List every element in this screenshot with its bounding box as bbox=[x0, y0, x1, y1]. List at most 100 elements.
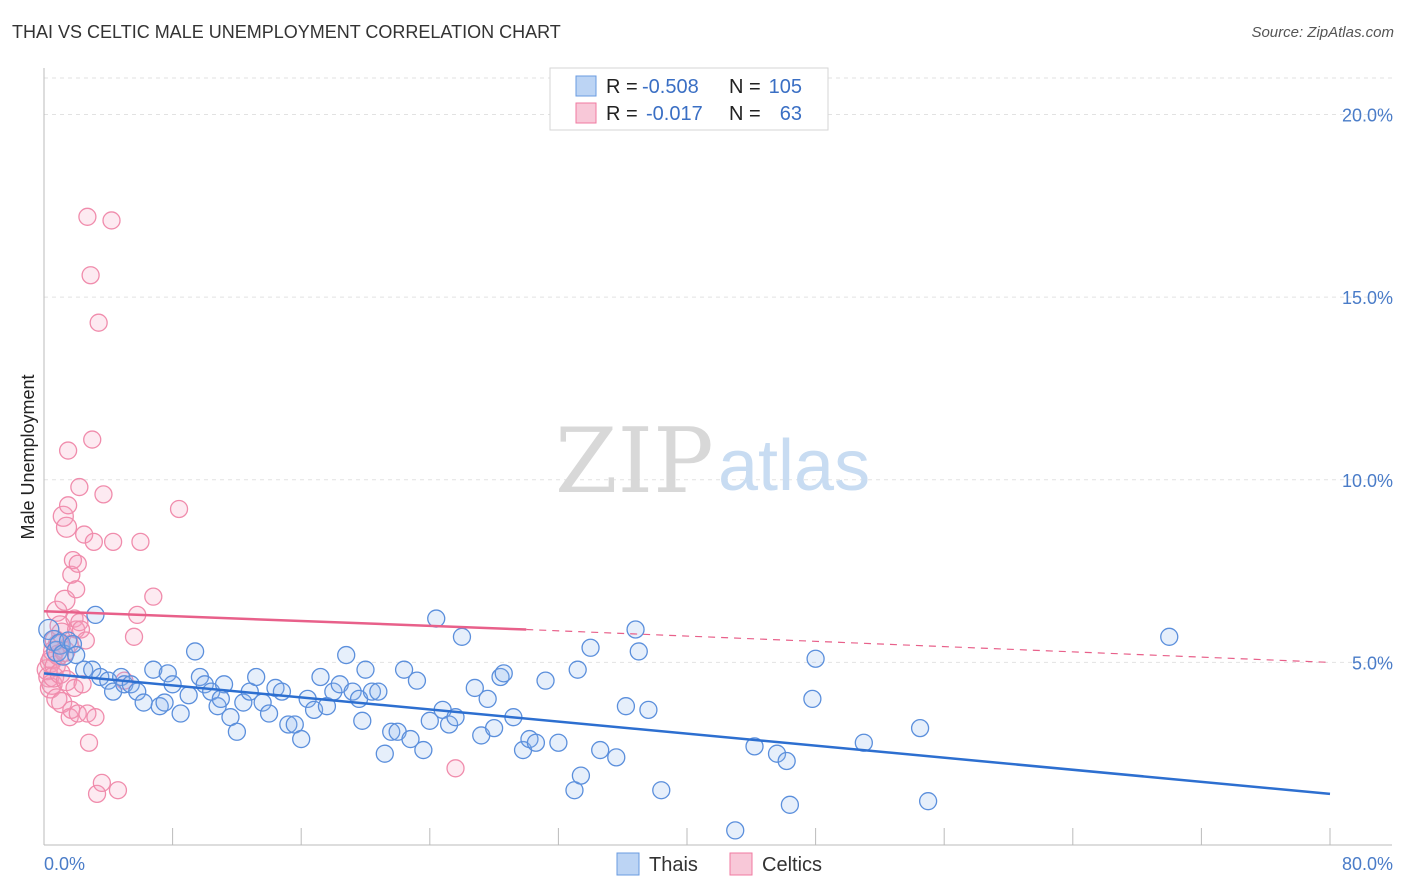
thais-point bbox=[465, 678, 484, 698]
thais-point bbox=[86, 605, 105, 625]
celtics-point bbox=[86, 708, 105, 727]
y-tick-label-5: 5.0% bbox=[1352, 653, 1393, 673]
thais-point bbox=[171, 704, 190, 723]
x-tick-label-min: 0.0% bbox=[44, 854, 85, 874]
thais-point bbox=[910, 718, 930, 738]
legend-swatch-celtics bbox=[575, 102, 597, 124]
trend-lines bbox=[43, 609, 1331, 796]
celtics-point bbox=[87, 784, 107, 804]
celtics-point bbox=[92, 773, 112, 793]
celtics-point bbox=[51, 691, 73, 714]
thais-points bbox=[38, 605, 1179, 840]
thais-point bbox=[214, 675, 234, 694]
chart-title: THAI VS CELTIC MALE UNEMPLOYMENT CORRELA… bbox=[12, 22, 561, 42]
y-tick-label-20: 20.0% bbox=[1342, 106, 1393, 126]
thais-point bbox=[234, 693, 253, 712]
thais-point bbox=[484, 718, 504, 738]
thais-point bbox=[626, 620, 645, 639]
thais-point bbox=[211, 689, 230, 709]
thais-point bbox=[103, 682, 123, 701]
thais-point bbox=[571, 766, 591, 785]
thais-point bbox=[806, 649, 825, 668]
thais-point bbox=[356, 660, 375, 679]
celtics-trend-line bbox=[43, 609, 527, 631]
celtics-point bbox=[62, 565, 81, 584]
celtics-point bbox=[144, 587, 163, 606]
celtics-point bbox=[58, 496, 78, 515]
thais-point bbox=[63, 634, 83, 654]
legend-r-value-thais: -0.508 bbox=[642, 76, 699, 98]
thais-point bbox=[38, 618, 60, 641]
thais-point bbox=[494, 664, 513, 683]
thais-point bbox=[726, 821, 745, 840]
celtics-point bbox=[169, 499, 189, 519]
thais-point bbox=[639, 700, 658, 720]
thais-point bbox=[478, 689, 497, 709]
thais-point bbox=[279, 715, 298, 734]
celtics-point bbox=[89, 313, 108, 332]
thais-point bbox=[918, 792, 938, 811]
thais-point bbox=[353, 711, 372, 730]
celtics-point bbox=[58, 441, 78, 460]
thais-point bbox=[777, 751, 796, 771]
thais-point bbox=[179, 686, 198, 705]
series-legend: Thais Celtics bbox=[616, 852, 822, 876]
celtics-point bbox=[79, 733, 99, 752]
stats-legend: R = -0.508 N = 105 R = -0.017 N = 63 bbox=[549, 67, 829, 131]
thais-point bbox=[362, 682, 382, 701]
legend-r-value-celtics: -0.017 bbox=[646, 103, 703, 125]
thais-point bbox=[343, 682, 362, 701]
thais-point bbox=[272, 682, 292, 701]
bottom-legend-swatch-celtics bbox=[729, 852, 753, 876]
celtics-point bbox=[131, 532, 150, 552]
thais-point bbox=[134, 693, 153, 712]
watermark-zip: ZIP bbox=[555, 409, 714, 514]
legend-r-label-celtics: R = bbox=[606, 103, 638, 125]
y-tick-label-15: 15.0% bbox=[1342, 288, 1393, 308]
bottom-legend-label-celtics: Celtics bbox=[762, 854, 822, 876]
thais-point bbox=[607, 748, 626, 767]
thais-point bbox=[375, 744, 394, 763]
thais-point bbox=[52, 644, 74, 666]
thais-point bbox=[155, 693, 174, 712]
thais-point bbox=[581, 638, 600, 657]
celtics-point bbox=[108, 781, 128, 800]
thais-point bbox=[745, 737, 764, 756]
celtics-point bbox=[70, 477, 89, 497]
celtics-point bbox=[67, 580, 86, 599]
thais-point bbox=[247, 667, 266, 687]
thais-point bbox=[259, 704, 279, 723]
celtics-point bbox=[55, 516, 78, 538]
celtics-trend-extension bbox=[526, 628, 1331, 663]
bottom-legend-label-thais: Thais bbox=[649, 854, 698, 876]
thais-point bbox=[439, 715, 459, 734]
x-tick-label-max: 80.0% bbox=[1342, 854, 1393, 874]
thais-point bbox=[311, 667, 330, 687]
thais-point bbox=[652, 781, 671, 800]
celtics-point bbox=[68, 704, 87, 723]
celtics-point bbox=[124, 627, 144, 646]
thais-point bbox=[292, 729, 311, 749]
grid-lines bbox=[44, 77, 1392, 663]
bottom-legend-swatch-thais bbox=[616, 852, 640, 876]
y-tick-label-10: 10.0% bbox=[1342, 471, 1393, 491]
celtics-point bbox=[81, 266, 100, 285]
watermark-atlas: atlas bbox=[718, 426, 870, 506]
legend-swatch-thais bbox=[575, 75, 597, 97]
thais-point bbox=[526, 733, 546, 752]
thais-point bbox=[536, 671, 555, 690]
thais-point bbox=[780, 795, 800, 814]
thais-point bbox=[591, 740, 610, 760]
thais-point bbox=[568, 660, 587, 679]
thais-point bbox=[337, 645, 356, 665]
legend-n-label-thais: N = bbox=[729, 76, 761, 98]
celtics-point bbox=[94, 485, 113, 504]
thais-point bbox=[185, 642, 205, 661]
y-axis-title: Male Unemployment bbox=[18, 374, 38, 539]
thais-point bbox=[144, 660, 163, 679]
legend-n-value-thais: 105 bbox=[769, 76, 802, 98]
celtics-point bbox=[84, 532, 103, 552]
celtics-point bbox=[42, 666, 65, 688]
legend-n-label-celtics: N = bbox=[729, 103, 761, 125]
